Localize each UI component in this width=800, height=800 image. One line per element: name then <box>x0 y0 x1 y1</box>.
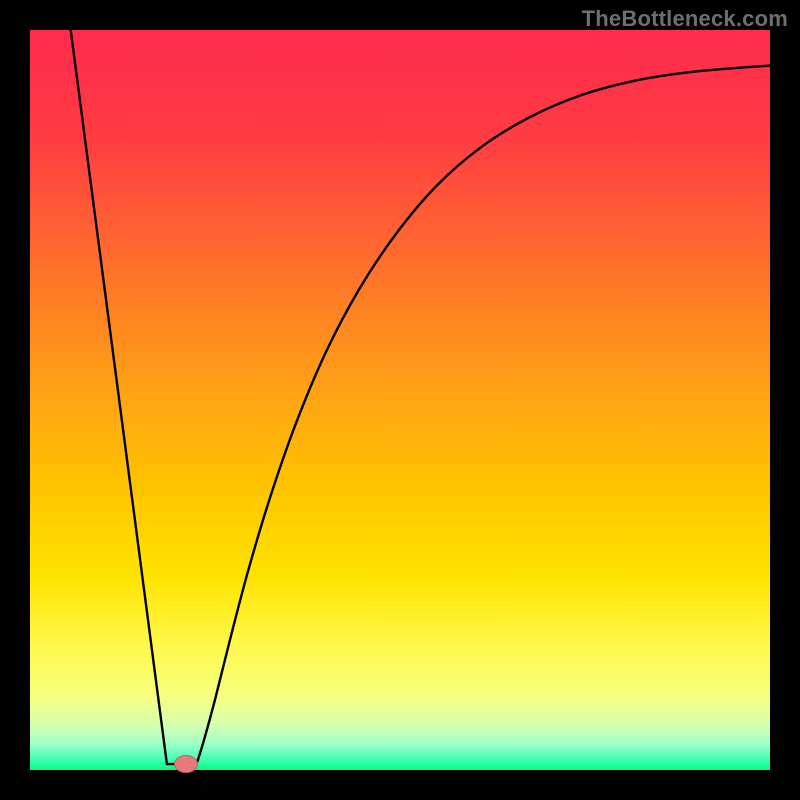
minimum-marker-dot <box>174 755 198 773</box>
plot-frame <box>30 30 770 770</box>
bottleneck-curve <box>30 30 770 770</box>
stage: TheBottleneck.com <box>0 0 800 800</box>
watermark-text: TheBottleneck.com <box>582 6 788 32</box>
